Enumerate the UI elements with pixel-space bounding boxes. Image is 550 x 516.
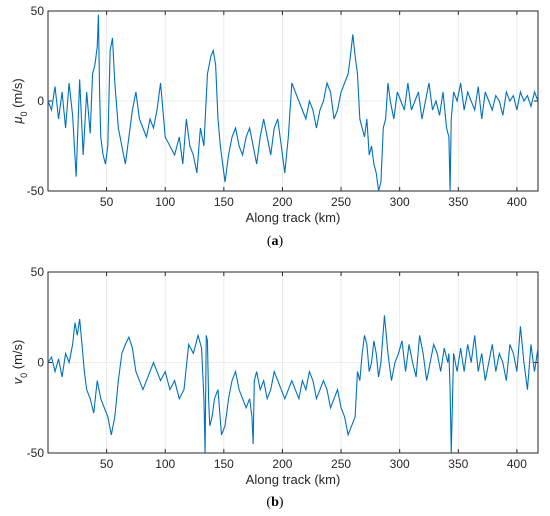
- x-tick-label: 50: [100, 457, 114, 471]
- series-line-a: [47, 14, 539, 192]
- y-ticks-b: 50 0 -50: [27, 265, 538, 460]
- x-tick-label: 350: [448, 195, 468, 209]
- gridlines-a: [48, 11, 538, 191]
- x-tick-label: 50: [100, 195, 114, 209]
- x-tick-label: 250: [331, 457, 351, 471]
- x-tick-label: 400: [507, 457, 527, 471]
- panel-a: 50 100 150 200 250 300 350 400 50 0 -50 Along tra…: [10, 4, 539, 249]
- caption-b: (b): [266, 495, 283, 510]
- x-tick-label: 100: [155, 457, 175, 471]
- x-tick-label: 300: [390, 457, 410, 471]
- y-tick-label: -50: [27, 446, 45, 460]
- x-axis-label-b: Along track (km): [246, 472, 341, 487]
- x-ticks-b: 50 100 150 200 250 300 350 400: [100, 272, 527, 471]
- x-axis-label-a: Along track (km): [246, 210, 341, 225]
- y-tick-label: -50: [27, 184, 45, 198]
- x-tick-label: 350: [448, 457, 468, 471]
- y-axis-label-a: μ0 (m/s): [10, 78, 29, 124]
- x-tick-label: 100: [155, 195, 175, 209]
- y-axis-label-b: v0 (m/s): [10, 340, 29, 385]
- x-tick-label: 200: [272, 457, 292, 471]
- series-line-b: [47, 315, 539, 454]
- y-tick-label: 50: [31, 4, 45, 18]
- x-tick-label: 150: [214, 457, 234, 471]
- x-tick-label: 300: [390, 195, 410, 209]
- y-tick-label: 0: [37, 356, 44, 370]
- x-tick-label: 400: [507, 195, 527, 209]
- y-tick-label: 0: [37, 94, 44, 108]
- x-ticks-a: 50 100 150 200 250 300 350 400: [100, 11, 527, 209]
- y-ticks-a: 50 0 -50: [27, 4, 538, 198]
- x-tick-label: 250: [331, 195, 351, 209]
- x-tick-label: 150: [214, 195, 234, 209]
- caption-a: (a): [267, 234, 284, 249]
- panel-b: 50 100 150 200 250 300 350 400 50 0 -50 Along tra…: [10, 265, 539, 510]
- y-tick-label: 50: [31, 265, 45, 279]
- x-tick-label: 200: [272, 195, 292, 209]
